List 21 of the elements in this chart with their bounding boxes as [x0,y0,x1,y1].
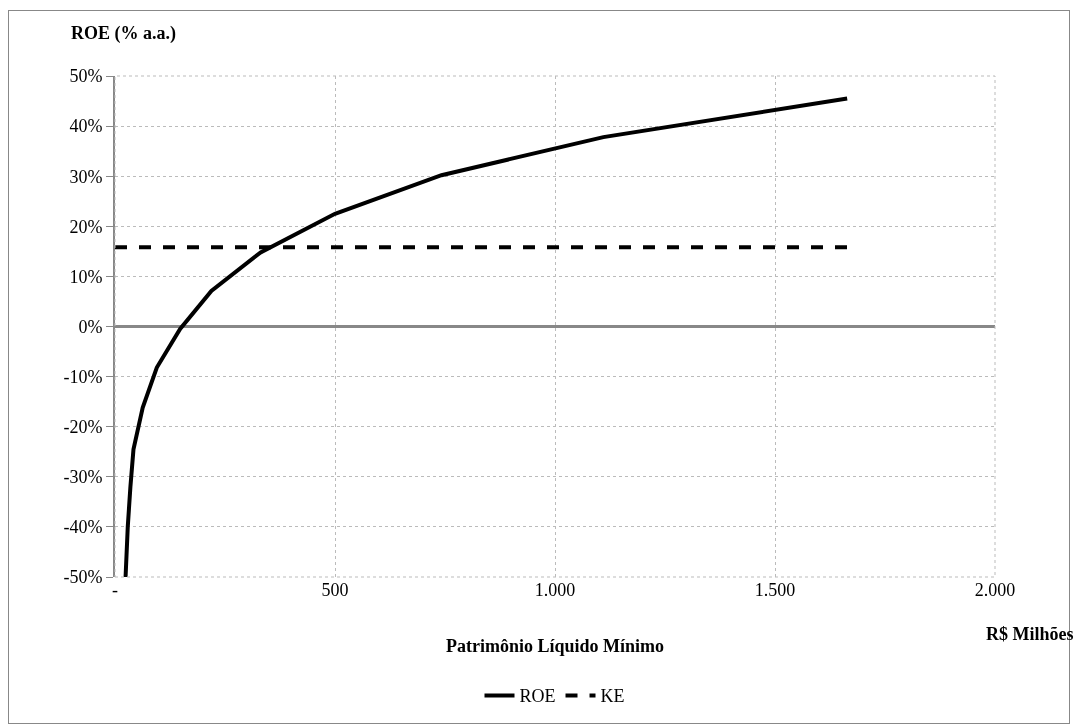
y-tick-label: -30% [63,467,103,488]
x-tick-label: 2.000 [974,580,1016,600]
y-tick-label: -20% [63,417,103,437]
y-tick-label: -10% [63,366,103,387]
x-tick-label: 500 [321,580,349,600]
legend-label: KE [600,686,625,707]
x-tick-label: 1.500 [754,580,796,600]
y-tick-label: 20% [69,216,103,237]
x-tick-label: - [112,580,118,600]
x-axis-title: Patrimônio Líquido Mínimo [445,636,665,657]
y-tick-label: 10% [69,266,103,287]
y-tick-label: 30% [69,166,103,187]
y-tick-label: 0% [78,316,103,337]
y-tick-label: -40% [63,517,103,538]
y-axis-title: ROE (% a.a.) [71,23,176,44]
y-tick-label: 50% [69,66,103,87]
x-tick-label: 1.000 [534,580,576,600]
legend-label: ROE [519,686,556,707]
y-tick-label: -50% [63,567,103,588]
text: R$ Milhões [986,624,1074,644]
y-tick-label: 40% [69,116,103,137]
